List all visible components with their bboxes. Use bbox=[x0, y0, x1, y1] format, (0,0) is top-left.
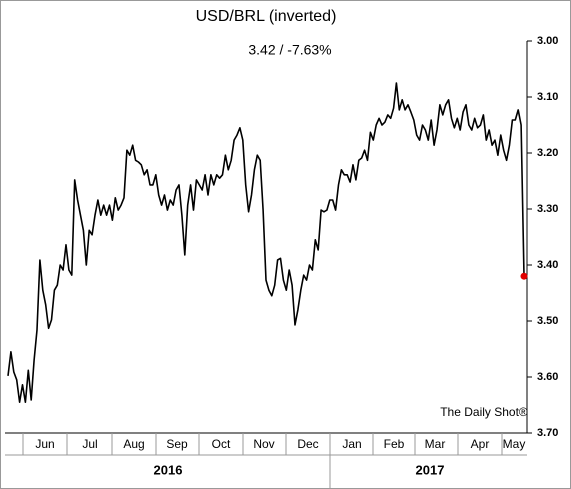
x-tick-label: Oct bbox=[212, 437, 231, 451]
x-tick-label: Sep bbox=[166, 437, 188, 451]
x-tick-label: May bbox=[503, 437, 526, 451]
end-marker bbox=[520, 272, 528, 280]
x-tick-label: Feb bbox=[384, 437, 405, 451]
annotation: The Daily Shot® bbox=[440, 405, 528, 419]
y-tick-label: 3.40 bbox=[537, 259, 558, 271]
y-tick-label: 3.00 bbox=[537, 35, 558, 47]
x-tick-label: Jan bbox=[342, 437, 361, 451]
y-tick-label: 3.10 bbox=[537, 91, 558, 103]
x-tick-label: Apr bbox=[471, 437, 490, 451]
x-tick-label: Jun bbox=[35, 437, 54, 451]
y-tick-label: 3.20 bbox=[537, 147, 558, 159]
line-series bbox=[7, 82, 525, 403]
y-tick-label: 3.30 bbox=[537, 203, 558, 215]
y-tick-label: 3.70 bbox=[537, 427, 558, 439]
chart-title: USD/BRL (inverted) bbox=[196, 8, 337, 25]
year-label: 2017 bbox=[416, 462, 445, 477]
x-tick-label: Jul bbox=[82, 437, 97, 451]
x-tick-label: Nov bbox=[253, 437, 274, 451]
x-tick-label: Aug bbox=[123, 437, 144, 451]
x-tick-label: Mar bbox=[425, 437, 446, 451]
y-tick-label: 3.60 bbox=[537, 371, 558, 383]
chart-subtitle: 3.42 / -7.63% bbox=[248, 42, 331, 58]
x-tick-label: Dec bbox=[297, 437, 318, 451]
y-tick-label: 3.50 bbox=[537, 315, 558, 327]
year-label: 2016 bbox=[154, 462, 183, 477]
